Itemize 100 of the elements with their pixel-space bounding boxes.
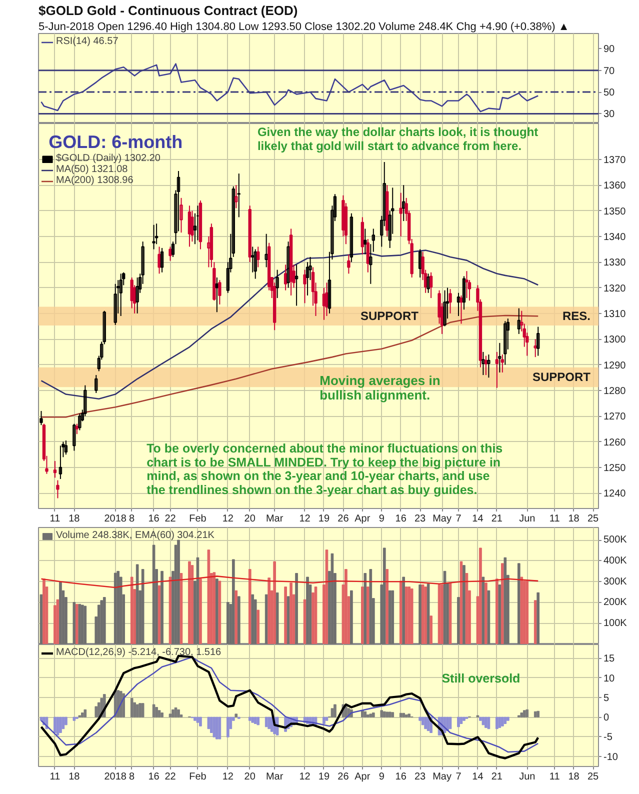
candlestick: [168, 246, 172, 262]
bar: [350, 590, 353, 644]
bar: [465, 573, 468, 644]
bar: [264, 716, 268, 728]
annotation: Moving averages in bullish alignment.: [320, 372, 440, 402]
bar: [276, 592, 279, 644]
bar: [268, 578, 271, 644]
bar: [256, 610, 260, 644]
bar: [168, 714, 172, 718]
x-tick-label: 23: [414, 514, 426, 524]
bar: [418, 716, 422, 721]
candlestick: [402, 184, 406, 222]
candlestick: [256, 246, 260, 268]
bar: [448, 582, 452, 644]
bar: [212, 572, 216, 644]
bar: [248, 569, 252, 644]
bar: [408, 714, 411, 718]
band-label: SUPPORT: [532, 370, 592, 384]
x-tick-label: Feb: [189, 772, 207, 782]
bar: [424, 716, 427, 730]
bar: [402, 576, 406, 644]
bar: [130, 576, 134, 644]
candlestick: [500, 354, 504, 373]
y-tick-label: 1310: [604, 308, 626, 320]
x-tick-label: 2018: [104, 772, 127, 782]
bar: [237, 596, 240, 644]
candlestick: [517, 308, 520, 334]
candlestick: [114, 283, 117, 326]
legend-label: MA(200) 1308.96: [56, 175, 134, 186]
bar: [72, 602, 76, 644]
bar: [190, 565, 194, 644]
bar: [160, 570, 164, 644]
y-tick-label: 90: [604, 44, 616, 56]
annotation: To be overly concerned about the minor fluctuations on this chart is to be SMALL MINDED. Try to keep the big picture in mind, as shown on the 3-year and 10-year charts, and use the trendlines shown on the 3-year chart as buy guides.: [146, 442, 503, 497]
candlestick: [536, 326, 540, 356]
x-tick-label: May: [432, 514, 452, 524]
bar: [40, 716, 43, 721]
bar: [487, 716, 490, 730]
bar: [155, 707, 158, 718]
candlestick: [56, 480, 60, 499]
bar: [504, 557, 507, 644]
bar: [177, 709, 180, 718]
candlestick: [448, 288, 452, 314]
x-tick-label: 11: [549, 514, 560, 524]
bar: [226, 716, 230, 738]
candlestick: [498, 342, 502, 373]
bar: [382, 548, 386, 644]
bar: [232, 559, 235, 644]
bar: [364, 711, 367, 718]
line-series: [40, 576, 539, 588]
bar: [94, 706, 98, 718]
bar: [268, 716, 271, 730]
bar: [251, 716, 254, 723]
y-tick-label: 100K: [604, 618, 628, 630]
bar: [369, 714, 372, 718]
bar: [526, 709, 529, 718]
bar: [421, 716, 424, 726]
bar: [102, 597, 106, 644]
y-tick-label: 1360: [604, 180, 626, 192]
candlestick: [180, 197, 183, 234]
annotation: SUPPORT: [360, 309, 420, 324]
bar: [536, 710, 540, 718]
candlestick: [84, 384, 87, 417]
bar: [484, 716, 488, 728]
bar: [496, 716, 498, 730]
bar: [457, 597, 460, 644]
y-tick-label: 1330: [604, 258, 626, 269]
bar: [402, 712, 406, 718]
bar: [440, 584, 444, 644]
bar: [78, 604, 82, 644]
x-tick-label: 8: [129, 772, 136, 782]
x-tick-label: 20: [244, 514, 256, 524]
bar: [520, 712, 524, 718]
x-tick-label: 11: [549, 772, 560, 782]
bar: [295, 573, 298, 644]
annotation: GOLD: 6-month: [48, 132, 183, 152]
bar: [334, 704, 336, 718]
candlestick: [347, 254, 350, 274]
bar: [482, 716, 485, 726]
candlestick: [264, 233, 268, 268]
x-tick-label: 26: [338, 514, 350, 524]
x-tick-label: 22: [164, 772, 176, 782]
bar: [330, 708, 334, 718]
bar: [194, 716, 196, 721]
y-tick-label: 1300: [604, 334, 626, 346]
chart-title: $GOLD Gold - Continuous Contract (EOD): [38, 3, 298, 18]
x-tick-label: Mar: [266, 772, 284, 782]
bar: [482, 576, 485, 644]
bar: [462, 716, 466, 721]
y-tick-label: -5: [604, 732, 613, 744]
y-tick-label: 5: [604, 692, 610, 704]
y-tick-label: 1280: [604, 386, 626, 397]
x-tick-label: 19: [318, 772, 330, 782]
bar: [251, 594, 254, 644]
bar: [273, 561, 276, 644]
bar: [207, 716, 210, 730]
bar: [84, 709, 87, 718]
bar: [160, 712, 164, 718]
y-tick-label: 10: [604, 673, 616, 684]
x-tick-label: 16: [395, 514, 407, 524]
